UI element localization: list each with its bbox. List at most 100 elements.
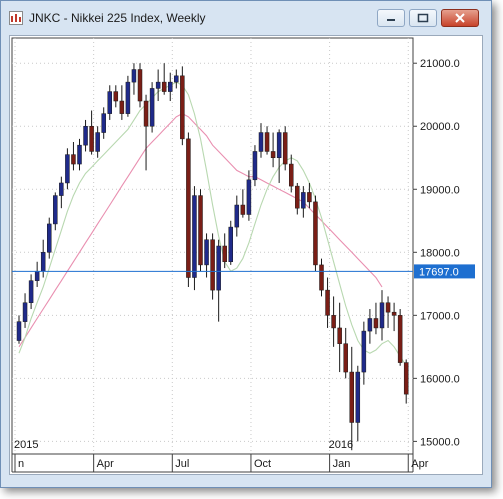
title-bar[interactable]: JNKC - Nikkei 225 Index, Weekly xyxy=(1,1,491,35)
candle[interactable] xyxy=(107,85,112,120)
candle-body-down xyxy=(319,264,324,291)
candle[interactable] xyxy=(119,85,125,120)
candle[interactable] xyxy=(16,315,22,344)
candle-body-down xyxy=(137,69,143,102)
candle[interactable] xyxy=(101,107,106,139)
chart-window: JNKC - Nikkei 225 Index, Weekly 21000.0 2… xyxy=(0,0,492,488)
candle[interactable] xyxy=(143,94,149,171)
minimize-button[interactable] xyxy=(377,9,405,27)
candle[interactable] xyxy=(349,346,354,451)
candlestick-chart[interactable]: 21000.0 20000.0 19000.0 18000.0 17000.0 16000… xyxy=(10,36,482,474)
candle-body-down xyxy=(331,315,336,329)
candle-body-up xyxy=(204,239,209,266)
y-tick-label: 20000.0 xyxy=(420,121,460,133)
candle-body-down xyxy=(222,245,227,263)
candle[interactable] xyxy=(204,233,209,278)
candle[interactable] xyxy=(373,302,379,335)
candle-body-up xyxy=(131,69,137,83)
candle[interactable] xyxy=(240,189,246,218)
candle-body-up xyxy=(361,330,367,373)
x-tick-label: Jan xyxy=(333,458,351,470)
candle[interactable] xyxy=(337,302,342,373)
candle[interactable] xyxy=(161,63,167,95)
candle-body-up xyxy=(28,280,34,303)
candle[interactable] xyxy=(313,195,318,272)
candle[interactable] xyxy=(252,145,258,187)
candle[interactable] xyxy=(22,293,28,328)
candle[interactable] xyxy=(355,365,361,442)
candle[interactable] xyxy=(282,126,288,171)
candle[interactable] xyxy=(149,82,155,133)
candle[interactable] xyxy=(83,119,88,152)
candle-body-down xyxy=(325,289,330,316)
candle-body-down xyxy=(210,239,215,291)
x-tick-label: Oct xyxy=(254,458,271,470)
candle-body-up xyxy=(216,245,221,291)
candle[interactable] xyxy=(403,359,409,404)
candle[interactable] xyxy=(174,69,179,89)
candle[interactable] xyxy=(59,176,64,209)
candle[interactable] xyxy=(276,129,282,183)
candle[interactable] xyxy=(307,182,312,209)
year-label: 2015 xyxy=(14,439,38,451)
candle[interactable] xyxy=(295,182,300,215)
candle[interactable] xyxy=(367,309,373,344)
candle[interactable] xyxy=(186,132,191,287)
candle[interactable] xyxy=(331,296,336,347)
candle[interactable] xyxy=(391,302,397,332)
candle[interactable] xyxy=(47,217,52,259)
minimize-icon xyxy=(387,19,395,21)
candle-body-down xyxy=(343,343,348,373)
candle-body-down xyxy=(282,132,288,165)
current-price-label-bg xyxy=(414,264,475,279)
candle-body-up xyxy=(168,81,173,92)
x-tick-label: Apr xyxy=(411,458,428,470)
candle[interactable] xyxy=(361,321,367,385)
candle[interactable] xyxy=(71,142,76,171)
candle[interactable] xyxy=(137,63,143,108)
candle[interactable] xyxy=(234,195,240,237)
candle[interactable] xyxy=(397,309,403,366)
candle[interactable] xyxy=(325,277,330,328)
candle[interactable] xyxy=(155,69,161,102)
candle[interactable] xyxy=(228,220,233,265)
x-tick-label: Jul xyxy=(175,458,189,470)
candle-body-down xyxy=(113,91,119,102)
candle[interactable] xyxy=(192,186,197,291)
candle[interactable] xyxy=(53,192,58,231)
candle[interactable] xyxy=(95,126,100,158)
candle[interactable] xyxy=(301,186,306,218)
candle[interactable] xyxy=(270,132,276,168)
candle[interactable] xyxy=(28,274,34,310)
candle[interactable] xyxy=(264,126,270,155)
restore-button[interactable] xyxy=(409,9,437,27)
candle[interactable] xyxy=(180,66,185,146)
candle[interactable] xyxy=(222,233,227,269)
candle-body-down xyxy=(337,327,342,344)
candle-body-down xyxy=(143,100,149,127)
candle[interactable] xyxy=(289,154,294,193)
candle[interactable] xyxy=(216,239,221,322)
candle[interactable] xyxy=(319,258,324,297)
candle[interactable] xyxy=(131,63,137,95)
candle[interactable] xyxy=(113,85,119,108)
candle[interactable] xyxy=(125,75,131,117)
y-tick-label: 15000.0 xyxy=(420,436,460,448)
candle[interactable] xyxy=(246,170,252,221)
candle[interactable] xyxy=(65,148,70,190)
close-button[interactable] xyxy=(441,9,479,27)
candle[interactable] xyxy=(77,138,82,171)
candle-body-up xyxy=(367,318,373,332)
candle-body-up xyxy=(355,371,361,423)
candle[interactable] xyxy=(168,72,173,102)
candle[interactable] xyxy=(343,327,348,379)
y-tick-label: 18000.0 xyxy=(420,247,460,259)
candle[interactable] xyxy=(89,110,94,155)
candle-body-up xyxy=(258,132,264,152)
candle[interactable] xyxy=(258,123,264,158)
chart-area[interactable]: 21000.0 20000.0 19000.0 18000.0 17000.0 16000… xyxy=(9,35,483,475)
candle[interactable] xyxy=(385,296,391,328)
candle[interactable] xyxy=(379,290,385,341)
candle[interactable] xyxy=(198,189,203,272)
candle[interactable] xyxy=(210,233,215,300)
